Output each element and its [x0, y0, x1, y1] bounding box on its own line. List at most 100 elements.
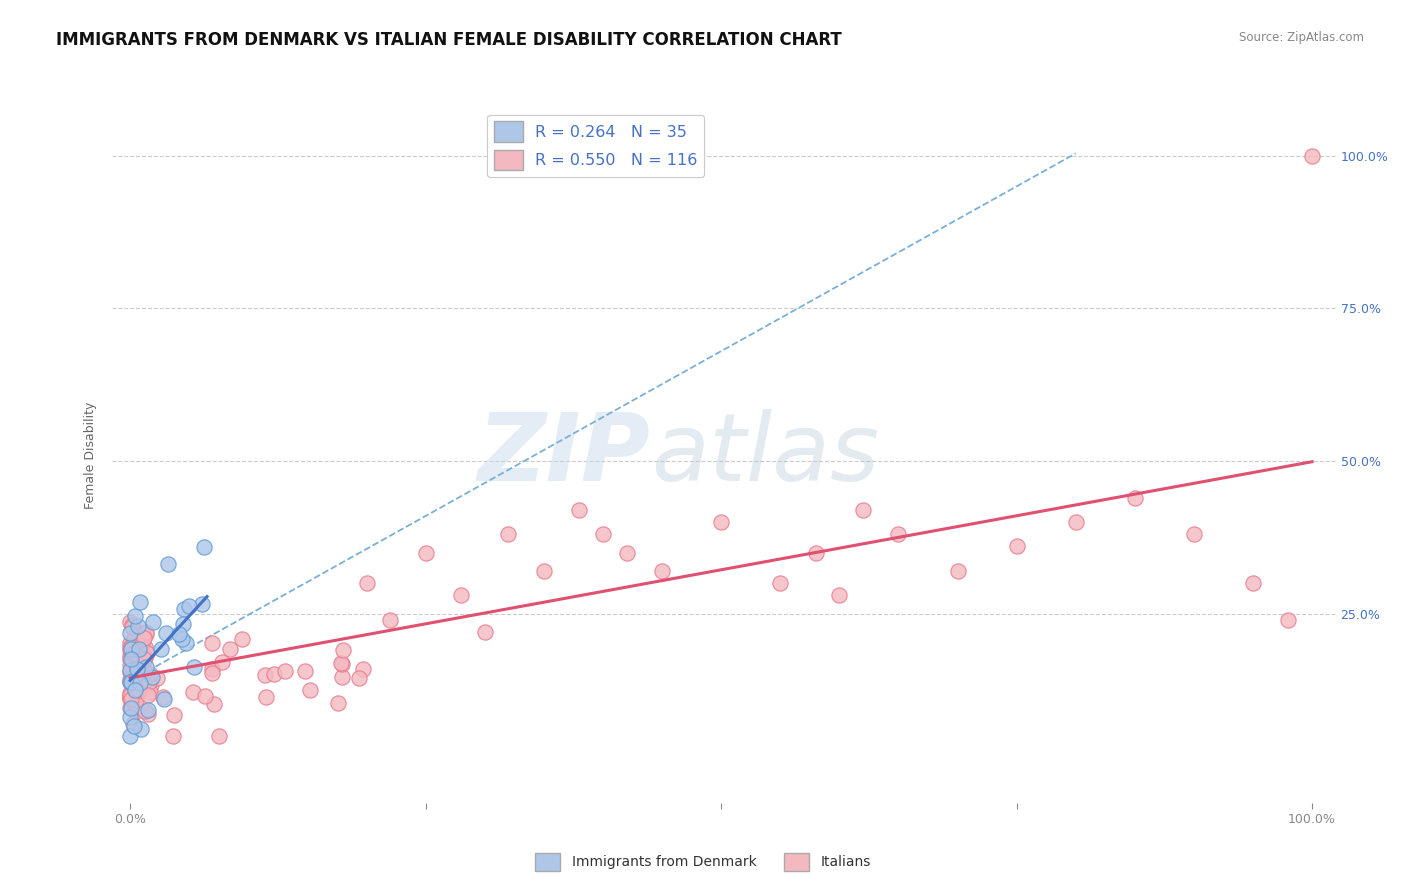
Point	[134, 651, 156, 665]
Point	[129, 594, 152, 608]
Point	[1301, 149, 1323, 163]
Point	[129, 676, 152, 690]
Point	[273, 664, 295, 678]
Point	[157, 557, 180, 571]
Point	[124, 646, 146, 660]
Point	[135, 625, 157, 640]
Point	[129, 666, 152, 681]
Point	[134, 662, 156, 676]
Point	[330, 657, 353, 672]
Point	[127, 688, 149, 702]
Point	[120, 674, 142, 689]
Point	[120, 686, 142, 700]
Point	[120, 652, 142, 666]
Point	[125, 662, 148, 676]
Point	[125, 704, 148, 718]
Point	[120, 701, 142, 715]
Text: IMMIGRANTS FROM DENMARK VS ITALIAN FEMALE DISABILITY CORRELATION CHART: IMMIGRANTS FROM DENMARK VS ITALIAN FEMAL…	[56, 31, 842, 49]
Point	[139, 667, 162, 681]
Point	[136, 689, 159, 703]
Point	[139, 684, 162, 698]
Point	[122, 622, 145, 636]
Point	[120, 665, 142, 680]
Point	[332, 642, 354, 657]
Point	[128, 683, 150, 698]
Point	[125, 666, 148, 681]
Point	[120, 672, 142, 686]
Point	[128, 642, 150, 657]
Point	[120, 674, 142, 689]
Point	[124, 668, 146, 682]
Point	[120, 688, 142, 702]
Point	[139, 678, 162, 692]
Point	[887, 527, 910, 541]
Text: atlas: atlas	[651, 409, 879, 500]
Point	[134, 651, 156, 665]
Point	[167, 627, 190, 641]
Point	[163, 708, 186, 723]
Point	[124, 683, 146, 698]
Point	[828, 588, 851, 602]
Point	[254, 690, 277, 705]
Point	[120, 641, 142, 656]
Point	[852, 503, 875, 517]
Point	[181, 685, 204, 699]
Point	[120, 640, 142, 655]
Point	[134, 670, 156, 684]
Point	[592, 527, 614, 541]
Point	[218, 642, 240, 657]
Point	[330, 657, 353, 671]
Point	[263, 667, 285, 681]
Point	[120, 675, 142, 690]
Point	[172, 617, 194, 632]
Legend: R = 0.264   N = 35, R = 0.550   N = 116: R = 0.264 N = 35, R = 0.550 N = 116	[488, 115, 704, 177]
Point	[120, 688, 142, 702]
Y-axis label: Female Disability: Female Disability	[83, 401, 97, 508]
Point	[131, 627, 153, 641]
Point	[120, 636, 142, 650]
Point	[1064, 515, 1087, 529]
Point	[135, 627, 157, 641]
Point	[349, 671, 371, 685]
Point	[134, 704, 156, 718]
Point	[651, 564, 673, 578]
Point	[120, 729, 142, 743]
Point	[135, 660, 157, 674]
Point	[132, 632, 155, 646]
Point	[1005, 540, 1028, 554]
Point	[127, 648, 149, 662]
Point	[120, 691, 142, 706]
Point	[120, 701, 142, 715]
Point	[568, 503, 591, 517]
Point	[134, 640, 156, 654]
Point	[145, 671, 167, 685]
Point	[162, 729, 184, 743]
Text: ZIP: ZIP	[478, 409, 651, 501]
Point	[191, 597, 214, 611]
Point	[326, 696, 349, 710]
Point	[121, 620, 143, 634]
Point	[211, 655, 233, 669]
Point	[450, 588, 472, 602]
Point	[121, 639, 143, 653]
Point	[208, 729, 231, 743]
Point	[174, 636, 197, 650]
Text: Source: ZipAtlas.com: Source: ZipAtlas.com	[1239, 31, 1364, 45]
Point	[131, 637, 153, 651]
Point	[122, 679, 145, 693]
Point	[194, 689, 217, 703]
Point	[149, 642, 172, 657]
Point	[173, 601, 195, 615]
Point	[710, 515, 733, 529]
Point	[352, 662, 374, 676]
Point	[498, 527, 520, 541]
Point	[122, 719, 145, 733]
Point	[124, 609, 146, 624]
Point	[533, 564, 555, 578]
Point	[122, 632, 145, 646]
Point	[120, 663, 142, 677]
Point	[155, 625, 177, 640]
Point	[294, 664, 316, 678]
Point	[183, 660, 205, 674]
Point	[201, 662, 224, 676]
